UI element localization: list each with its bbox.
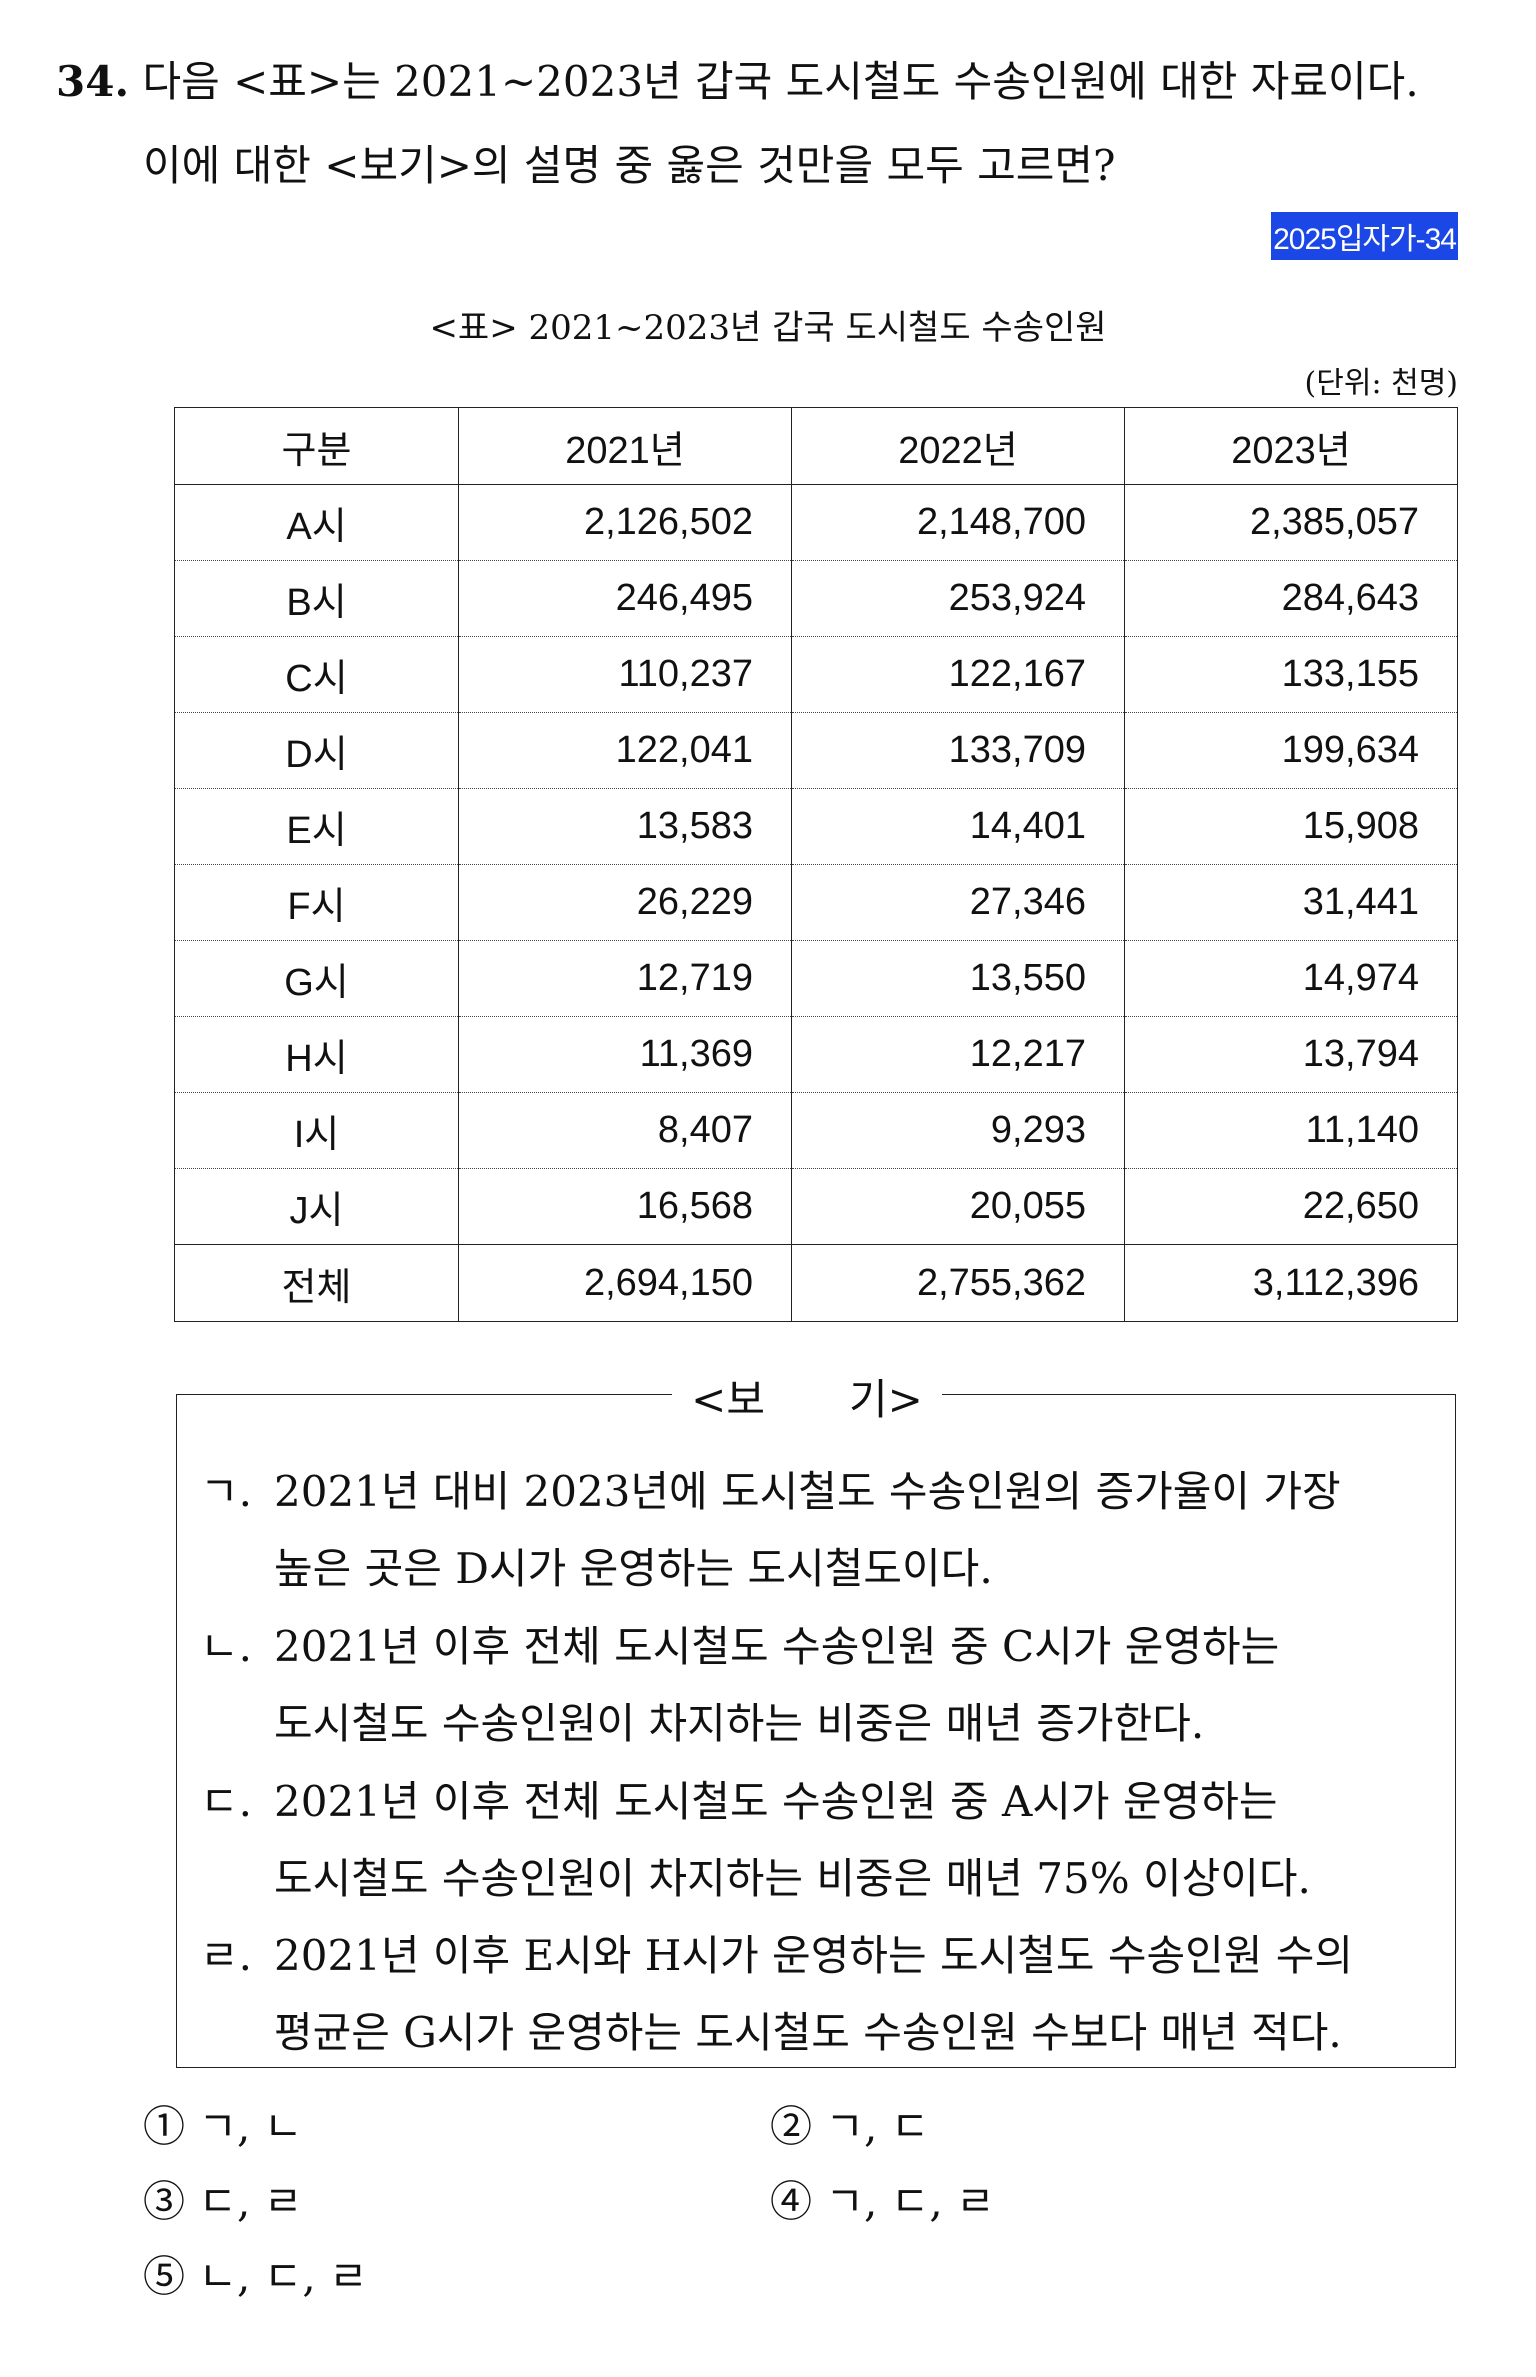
value-cell: 15,908 [1124,788,1458,865]
bogi-text: 2021년 이후 E시와 H시가 운영하는 도시철도 수송인원 수의 [274,1931,1354,1980]
value-cell: 11,140 [1124,1092,1458,1169]
value-cell: 31,441 [1124,864,1458,941]
city-cell: D시 [174,712,459,789]
value-cell: 2,126,502 [458,484,792,561]
header-category: 구분 [174,407,459,485]
city-cell: I시 [174,1092,459,1169]
choice-5[interactable]: ⑤ ㄴ, ㄷ, ㄹ [143,2252,368,2301]
city-cell: F시 [174,864,459,941]
bogi-item-3: ㄷ. 2021년 이후 전체 도시철도 수송인원 중 A시가 운영하는 [200,1768,1277,1829]
table-row: D시 122,041 133,709 199,634 [174,712,1458,789]
header-2023: 2023년 [1124,407,1458,485]
bogi-item-2: ㄴ. 2021년 이후 전체 도시철도 수송인원 중 C시가 운영하는 [200,1613,1279,1674]
city-cell: A시 [174,484,459,561]
value-cell: 133,155 [1124,636,1458,713]
bogi-item-1: ㄱ. 2021년 대비 2023년에 도시철도 수송인원의 증가율이 가장 [200,1458,1341,1519]
value-cell: 199,634 [1124,712,1458,789]
choice-1[interactable]: ① ㄱ, ㄴ [143,2102,303,2151]
table-row: J시 16,568 20,055 22,650 [174,1168,1458,1245]
city-cell: B시 [174,560,459,637]
total-cell: 2,694,150 [458,1244,792,1322]
value-cell: 12,217 [791,1016,1125,1093]
table-caption: <표> 2021~2023년 갑국 도시철도 수송인원 [429,308,1107,348]
data-table: 구분 2021년 2022년 2023년 A시 2,126,502 2,148,70… [174,407,1458,1322]
bogi-item-1-cont: 높은 곳은 D시가 운영하는 도시철도이다. [274,1544,993,1593]
choice-2[interactable]: ② ㄱ, ㄷ [770,2102,930,2151]
header-2022: 2022년 [791,407,1125,485]
value-cell: 20,055 [791,1168,1125,1245]
value-cell: 284,643 [1124,560,1458,637]
value-cell: 122,041 [458,712,792,789]
value-cell: 2,148,700 [791,484,1125,561]
bogi-title: <보 기> [672,1366,942,1427]
total-cell: 3,112,396 [1124,1244,1458,1322]
value-cell: 14,974 [1124,940,1458,1017]
city-cell: E시 [174,788,459,865]
value-cell: 8,407 [458,1092,792,1169]
value-cell: 13,550 [791,940,1125,1017]
question-number: 34. [56,57,130,106]
table-row: A시 2,126,502 2,148,700 2,385,057 [174,484,1458,561]
choice-3[interactable]: ③ ㄷ, ㄹ [143,2177,303,2226]
table-row: I시 8,407 9,293 11,140 [174,1092,1458,1169]
value-cell: 22,650 [1124,1168,1458,1245]
table-row: E시 13,583 14,401 15,908 [174,788,1458,865]
value-cell: 110,237 [458,636,792,713]
value-cell: 12,719 [458,940,792,1017]
value-cell: 11,369 [458,1016,792,1093]
value-cell: 14,401 [791,788,1125,865]
choice-4[interactable]: ④ ㄱ, ㄷ, ㄹ [770,2177,995,2226]
bogi-marker: ㄱ. [200,1467,252,1516]
bogi-marker: ㄹ. [200,1931,252,1980]
bogi-marker: ㄷ. [200,1777,252,1826]
value-cell: 26,229 [458,864,792,941]
city-cell: G시 [174,940,459,1017]
value-cell: 9,293 [791,1092,1125,1169]
value-cell: 13,794 [1124,1016,1458,1093]
value-cell: 253,924 [791,560,1125,637]
value-cell: 2,385,057 [1124,484,1458,561]
bogi-marker: ㄴ. [200,1622,252,1671]
value-cell: 27,346 [791,864,1125,941]
table-row: C시 110,237 122,167 133,155 [174,636,1458,713]
value-cell: 246,495 [458,560,792,637]
table-total-row: 전체 2,694,150 2,755,362 3,112,396 [174,1244,1458,1322]
bogi-item-4-cont: 평균은 G시가 운영하는 도시철도 수송인원 수보다 매년 적다. [274,2008,1342,2057]
city-cell: J시 [174,1168,459,1245]
total-cell: 2,755,362 [791,1244,1125,1322]
question-text-1: 다음 <표>는 2021~2023년 갑국 도시철도 수송인원에 대한 자료이다… [142,57,1419,106]
bogi-item-4: ㄹ. 2021년 이후 E시와 H시가 운영하는 도시철도 수송인원 수의 [200,1922,1353,1983]
source-tag: 2025입자가-34 [1271,212,1458,260]
value-cell: 16,568 [458,1168,792,1245]
question-line-1: 34. 다음 <표>는 2021~2023년 갑국 도시철도 수송인원에 대한 … [56,48,1419,109]
table-row: F시 26,229 27,346 31,441 [174,864,1458,941]
header-2021: 2021년 [458,407,792,485]
bogi-item-2-cont: 도시철도 수송인원이 차지하는 비중은 매년 증가한다. [274,1699,1205,1748]
question-text-2: 이에 대한 <보기>의 설명 중 옳은 것만을 모두 고르면? [143,141,1116,190]
bogi-item-3-cont: 도시철도 수송인원이 차지하는 비중은 매년 75% 이상이다. [274,1854,1311,1903]
table-row: G시 12,719 13,550 14,974 [174,940,1458,1017]
table-unit: (단위: 천명) [1304,366,1458,401]
bogi-text: 2021년 이후 전체 도시철도 수송인원 중 A시가 운영하는 [274,1777,1278,1826]
table-row: B시 246,495 253,924 284,643 [174,560,1458,637]
value-cell: 122,167 [791,636,1125,713]
city-cell: C시 [174,636,459,713]
table-header-row: 구분 2021년 2022년 2023년 [174,407,1458,485]
bogi-text: 2021년 대비 2023년에 도시철도 수송인원의 증가율이 가장 [274,1467,1341,1516]
value-cell: 133,709 [791,712,1125,789]
table-row: H시 11,369 12,217 13,794 [174,1016,1458,1093]
total-label: 전체 [174,1244,459,1322]
city-cell: H시 [174,1016,459,1093]
bogi-text: 2021년 이후 전체 도시철도 수송인원 중 C시가 운영하는 [274,1622,1280,1671]
value-cell: 13,583 [458,788,792,865]
